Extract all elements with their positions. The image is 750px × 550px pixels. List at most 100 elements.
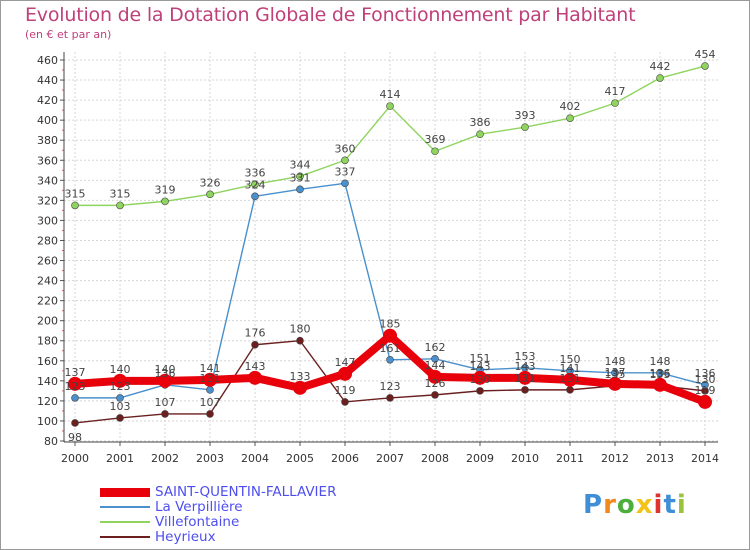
data-label-3: 126: [425, 377, 446, 390]
data-label-1: 153: [515, 350, 536, 363]
data-label-0: 137: [605, 366, 626, 379]
data-label-2: 319: [155, 183, 176, 196]
y-tick-label: 300: [37, 214, 58, 227]
data-label-0: 140: [155, 363, 176, 376]
series-point-3: [341, 398, 349, 406]
series-point-0: [653, 377, 667, 392]
series-point-1: [386, 355, 394, 364]
data-label-0: 143: [515, 360, 536, 373]
data-label-2: 402: [560, 100, 581, 113]
data-label-3: 123: [380, 380, 401, 393]
series-point-2: [521, 123, 529, 131]
series-point-0: [518, 370, 532, 385]
line-chart: 80 100 120 140 160 180 200 220 240 260 280 300 320 34…: [37, 48, 719, 465]
series-point-3: [566, 386, 574, 394]
x-tick-label: 2010: [511, 452, 539, 465]
x-tick-label: 2002: [151, 452, 179, 465]
series-point-2: [656, 74, 664, 82]
data-label-2: 393: [515, 109, 536, 122]
series-point-1: [296, 185, 304, 194]
series-point-2: [566, 114, 574, 122]
legend-label: La Verpillière: [155, 499, 243, 515]
series-point-0: [113, 373, 127, 388]
x-tick-label: 2004: [241, 452, 269, 465]
series-point-2: [296, 172, 304, 181]
logo-letter: t: [663, 490, 677, 520]
data-label-1: 148: [605, 355, 626, 368]
data-label-0: 141: [560, 362, 581, 375]
series-point-1: [611, 369, 619, 377]
data-label-1: 150: [560, 353, 581, 366]
logo-letter: i: [676, 490, 687, 520]
series-point-1: [656, 369, 664, 377]
series-point-3: [521, 386, 529, 394]
data-label-1: 324: [245, 178, 266, 191]
series-point-2: [431, 147, 439, 156]
series-point-0: [248, 370, 262, 385]
series-point-3: [206, 410, 214, 418]
series-point-2: [611, 99, 619, 107]
series-point-1: [701, 381, 709, 389]
series-point-2: [701, 62, 709, 70]
series-point-3: [116, 414, 124, 422]
data-label-2: 417: [605, 85, 626, 98]
y-tick-label: 460: [37, 54, 58, 67]
data-label-2: 386: [470, 116, 491, 129]
proxiti-logo: Proxiti: [583, 490, 687, 520]
y-tick-label: 260: [37, 255, 58, 268]
x-tick-label: 2001: [106, 452, 134, 465]
series-point-0: [338, 366, 352, 381]
series-point-1: [341, 179, 349, 188]
data-label-3: 98: [68, 431, 82, 444]
data-label-0: 119: [695, 384, 716, 397]
data-label-2: 315: [110, 187, 131, 200]
data-label-0: 140: [110, 363, 131, 376]
y-tick-label: 100: [37, 415, 58, 428]
series-point-2: [251, 180, 259, 189]
data-label-1: 161: [380, 342, 401, 355]
x-tick-label: 2013: [646, 452, 674, 465]
y-tick-label: 200: [37, 315, 58, 328]
legend-label: Villefontaine: [155, 514, 240, 530]
data-label-0: 136: [650, 367, 671, 380]
y-tick-label: 420: [37, 94, 58, 107]
data-label-0: 147: [335, 356, 356, 369]
logo-letter: x: [635, 490, 654, 520]
data-label-0: 144: [425, 359, 446, 372]
series-point-0: [563, 372, 577, 387]
y-tick-label: 400: [37, 114, 58, 127]
series-point-2: [116, 201, 124, 210]
logo-letter: r: [603, 490, 617, 520]
x-tick-label: 2009: [466, 452, 494, 465]
data-label-1: 136: [155, 367, 176, 380]
series-point-1: [206, 386, 214, 394]
y-tick-label: 240: [37, 275, 58, 288]
data-label-3: 180: [290, 323, 311, 336]
legend-swatch: [100, 536, 150, 538]
data-label-2: 414: [380, 88, 401, 101]
series-point-2: [386, 102, 394, 110]
series-point-0: [383, 328, 397, 343]
series-point-1: [71, 394, 79, 402]
series-point-3: [71, 419, 79, 427]
x-tick-label: 2005: [286, 452, 314, 465]
data-label-2: 326: [200, 176, 221, 189]
series-point-3: [296, 336, 304, 345]
chart-title: Evolution de la Dotation Globale de Fonc…: [25, 4, 636, 26]
series-point-0: [608, 376, 622, 391]
data-label-3: 131: [560, 372, 581, 385]
data-label-0: 137: [65, 366, 86, 379]
series-point-0: [428, 369, 442, 384]
series-point-1: [431, 354, 439, 363]
legend-label: Heyrieux: [155, 529, 216, 545]
legend-swatch: [100, 487, 150, 497]
data-label-3: 107: [200, 396, 221, 409]
x-tick-label: 2007: [376, 452, 404, 465]
data-label-0: 143: [245, 360, 266, 373]
data-label-1: 123: [65, 380, 86, 393]
series-point-0: [68, 376, 82, 391]
y-tick-label: 180: [37, 335, 58, 348]
data-label-1: 136: [695, 367, 716, 380]
series-point-0: [158, 373, 172, 388]
legend-swatch: [100, 521, 150, 523]
